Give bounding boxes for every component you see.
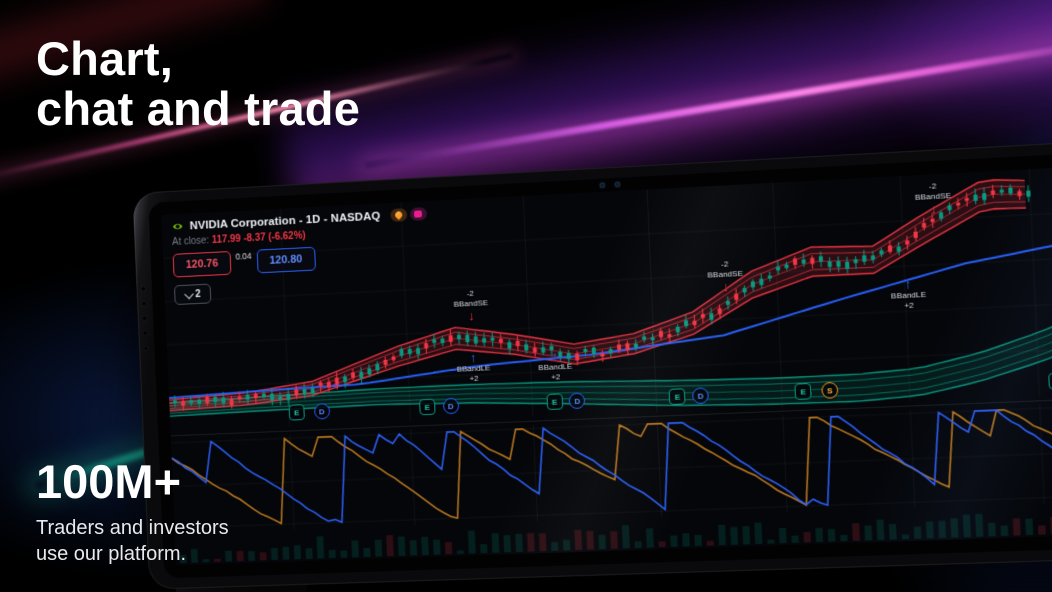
event-badge-e[interactable]: E: [669, 388, 686, 406]
event-badge-d[interactable]: D: [568, 392, 586, 410]
event-badge-e[interactable]: E: [418, 398, 436, 416]
signal-bbandse[interactable]: -2 BBandSE ↓: [453, 288, 489, 324]
hero-title: Chart, chat and trade: [36, 32, 361, 135]
event-badge-d[interactable]: D: [313, 403, 330, 420]
signal-bbandse[interactable]: -2 BBandSE ↓: [707, 258, 744, 294]
main-chart-canvas[interactable]: [161, 162, 1052, 431]
collapse-count: 2: [195, 288, 201, 300]
buy-button[interactable]: 120.80: [256, 246, 316, 274]
signal-bbandle[interactable]: ↑ BBandLE +2: [538, 348, 573, 382]
at-close-label: At close:: [171, 235, 210, 249]
event-badge-e[interactable]: E: [546, 393, 563, 411]
chart-screen: -2 BBandSE ↓ ↑ BBandLE +2 ↑ BBandLE +2 -2 BBandSE ↓…: [161, 159, 1052, 566]
signal-bbandse[interactable]: -2 BBandSE ↓: [914, 180, 952, 217]
spread-value: 0.04: [235, 250, 252, 262]
arrow-down-icon: ↓: [722, 278, 730, 294]
event-badge-e[interactable]: E: [794, 382, 812, 400]
stat-block: 100M+ Traders and investors use our platf…: [36, 458, 229, 567]
event-badge-e[interactable]: E: [288, 404, 305, 421]
sell-button[interactable]: 120.76: [172, 250, 232, 278]
nvidia-logo-icon: [172, 223, 183, 230]
front-camera: [600, 181, 621, 188]
arrow-up-icon: ↑: [904, 276, 912, 292]
order-panel: 120.76 0.04 120.80: [172, 241, 429, 278]
stat-value: 100M+: [36, 455, 182, 508]
tablet-bezel: -2 BBandSE ↓ ↑ BBandLE +2 ↑ BBandLE +2 -2 BBandSE ↓…: [148, 146, 1052, 579]
tablet-device: -2 BBandSE ↓ ↑ BBandLE +2 ↑ BBandLE +2 -2 BBandSE ↓…: [132, 134, 1052, 590]
chart-header: NVIDIA Corporation - 1D - NASDAQ At clos…: [171, 207, 430, 306]
pink-badge-icon[interactable]: [409, 207, 427, 221]
close-change: -8.37 (-6.62%): [243, 230, 306, 245]
symbol-badges: [389, 207, 427, 222]
arrow-down-icon: ↓: [929, 200, 938, 217]
event-badge-e[interactable]: E: [1048, 372, 1052, 390]
arrow-up-icon: ↑: [469, 349, 477, 365]
volume-canvas: [179, 513, 1052, 564]
event-badge-s[interactable]: S: [821, 381, 839, 399]
flame-badge-icon[interactable]: [389, 208, 408, 222]
signal-bbandle[interactable]: ↑ BBandLE +2: [890, 276, 927, 311]
volume-panel: [175, 503, 1052, 564]
stat-description: Traders and investors use our platform.: [36, 517, 229, 565]
arrow-up-icon: ↑: [551, 348, 559, 364]
close-price: 117.99: [211, 233, 242, 246]
main-chart-panel[interactable]: -2 BBandSE ↓ ↑ BBandLE +2 ↑ BBandLE +2 -2 BBandSE ↓…: [161, 162, 1052, 431]
collapse-orders-button[interactable]: 2: [173, 283, 212, 306]
hero-heading: Chart, chat and trade: [36, 34, 360, 134]
event-badge-d[interactable]: D: [692, 387, 710, 405]
signal-bbandle[interactable]: ↑ BBandLE +2: [456, 349, 491, 383]
speaker-grille: [141, 286, 148, 350]
chevron-down-icon: [183, 288, 194, 299]
event-badge-d[interactable]: D: [442, 397, 460, 415]
arrow-down-icon: ↓: [467, 308, 475, 324]
